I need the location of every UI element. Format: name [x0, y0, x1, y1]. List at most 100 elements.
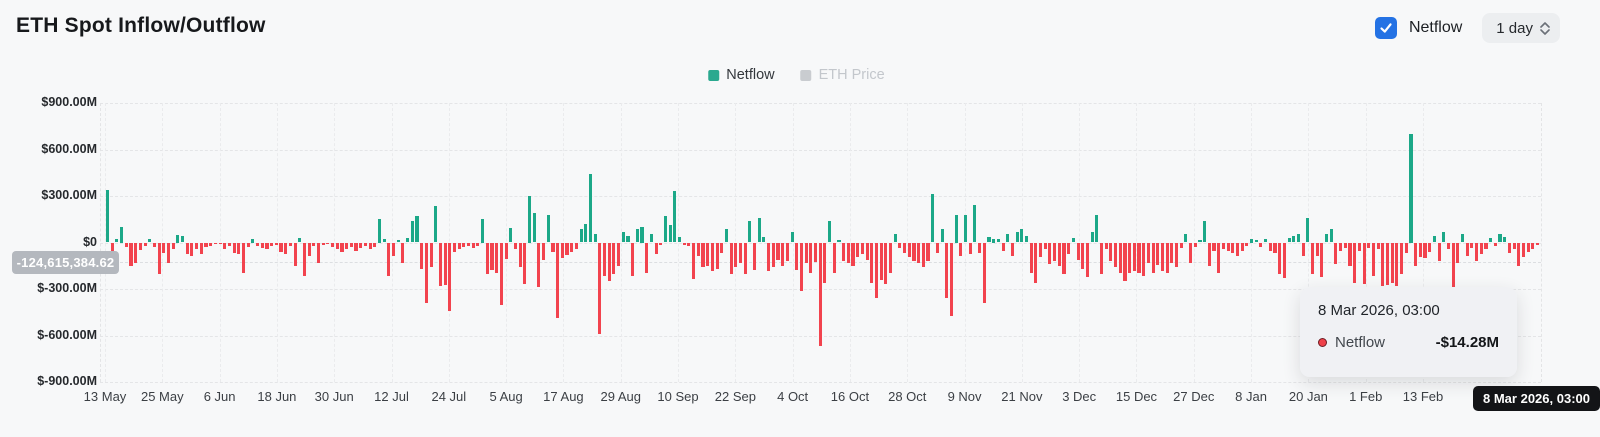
- netflow-bar[interactable]: [1207, 242, 1211, 266]
- netflow-bar[interactable]: [199, 242, 203, 255]
- netflow-bar[interactable]: [1184, 233, 1188, 243]
- netflow-bar[interactable]: [1456, 242, 1460, 263]
- netflow-bar[interactable]: [523, 242, 527, 285]
- netflow-bar[interactable]: [359, 242, 363, 248]
- netflow-bar[interactable]: [448, 242, 452, 311]
- netflow-bar[interactable]: [354, 242, 358, 252]
- netflow-bar[interactable]: [227, 242, 231, 247]
- netflow-bar[interactable]: [284, 242, 288, 255]
- netflow-bar[interactable]: [795, 242, 799, 270]
- netflow-bar[interactable]: [1090, 232, 1094, 243]
- netflow-bar[interactable]: [884, 242, 888, 285]
- netflow-bar[interactable]: [598, 242, 602, 334]
- netflow-bar[interactable]: [612, 242, 616, 275]
- netflow-bar[interactable]: [1104, 242, 1108, 250]
- netflow-bar[interactable]: [846, 242, 850, 263]
- netflow-bar[interactable]: [1442, 232, 1446, 243]
- netflow-bar[interactable]: [973, 205, 977, 243]
- netflow-bar[interactable]: [1414, 242, 1418, 266]
- netflow-checkbox[interactable]: [1374, 17, 1397, 39]
- netflow-bar[interactable]: [471, 242, 475, 248]
- netflow-bar[interactable]: [832, 242, 836, 273]
- netflow-bar[interactable]: [443, 242, 447, 286]
- netflow-bar[interactable]: [1151, 242, 1155, 273]
- netflow-bar[interactable]: [818, 242, 822, 347]
- netflow-bar[interactable]: [1418, 242, 1422, 258]
- netflow-bar[interactable]: [893, 233, 897, 243]
- netflow-bar[interactable]: [856, 242, 860, 258]
- netflow-bar[interactable]: [377, 219, 382, 243]
- netflow-bar[interactable]: [349, 242, 353, 248]
- netflow-bar[interactable]: [467, 242, 471, 246]
- netflow-bar[interactable]: [837, 240, 841, 243]
- netflow-bar[interactable]: [954, 215, 958, 243]
- netflow-bar[interactable]: [331, 242, 335, 248]
- netflow-bar[interactable]: [1536, 242, 1540, 245]
- netflow-bar[interactable]: [532, 213, 536, 243]
- netflow-bar[interactable]: [495, 242, 499, 273]
- netflow-bar[interactable]: [326, 242, 330, 245]
- netflow-bar[interactable]: [706, 242, 710, 266]
- netflow-bar[interactable]: [1465, 242, 1469, 256]
- netflow-bar[interactable]: [767, 242, 771, 272]
- netflow-bar[interactable]: [509, 227, 513, 243]
- netflow-bar[interactable]: [218, 242, 222, 245]
- netflow-bar[interactable]: [1287, 237, 1291, 243]
- netflow-bar[interactable]: [1053, 242, 1057, 262]
- netflow-bar[interactable]: [668, 225, 672, 243]
- netflow-bar[interactable]: [959, 242, 963, 256]
- netflow-bar[interactable]: [129, 242, 133, 266]
- netflow-bar[interactable]: [1390, 242, 1394, 283]
- netflow-bar[interactable]: [785, 242, 789, 262]
- netflow-bar[interactable]: [1085, 242, 1089, 278]
- netflow-bar[interactable]: [945, 242, 949, 298]
- netflow-bar[interactable]: [1503, 237, 1507, 243]
- netflow-bar[interactable]: [1254, 240, 1258, 243]
- netflow-bar[interactable]: [181, 235, 185, 243]
- netflow-bar[interactable]: [631, 242, 635, 276]
- netflow-bar[interactable]: [860, 242, 864, 255]
- netflow-bar[interactable]: [588, 173, 592, 243]
- netflow-bar[interactable]: [1235, 242, 1240, 256]
- netflow-bar[interactable]: [124, 242, 128, 248]
- netflow-bar[interactable]: [340, 242, 344, 252]
- netflow-bar[interactable]: [649, 233, 653, 243]
- netflow-bar[interactable]: [1385, 242, 1390, 286]
- netflow-bar[interactable]: [1020, 228, 1024, 243]
- netflow-bar[interactable]: [743, 242, 747, 275]
- netflow-bar[interactable]: [298, 237, 302, 243]
- netflow-bar[interactable]: [678, 237, 682, 243]
- netflow-bar[interactable]: [710, 242, 714, 272]
- netflow-bar[interactable]: [490, 242, 494, 271]
- netflow-bar[interactable]: [223, 242, 227, 249]
- legend-item-eth-price[interactable]: ETH Price: [800, 67, 885, 83]
- netflow-bar[interactable]: [1470, 242, 1474, 248]
- netflow-bar[interactable]: [748, 220, 752, 243]
- netflow-bar[interactable]: [1142, 242, 1146, 276]
- netflow-bar[interactable]: [1306, 217, 1310, 243]
- netflow-bar[interactable]: [682, 242, 686, 245]
- netflow-bar[interactable]: [1123, 242, 1127, 282]
- netflow-bar[interactable]: [757, 217, 761, 243]
- netflow-bar[interactable]: [720, 242, 724, 253]
- netflow-bar[interactable]: [1057, 242, 1061, 266]
- netflow-bar[interactable]: [870, 242, 874, 283]
- netflow-bar[interactable]: [926, 242, 930, 262]
- netflow-bar[interactable]: [1498, 233, 1502, 243]
- netflow-bar[interactable]: [729, 242, 733, 275]
- netflow-bar[interactable]: [176, 234, 180, 243]
- netflow-bar[interactable]: [335, 242, 339, 250]
- netflow-bar[interactable]: [246, 242, 250, 248]
- netflow-bar[interactable]: [251, 238, 255, 243]
- netflow-bar[interactable]: [316, 242, 321, 263]
- netflow-bar[interactable]: [241, 242, 246, 273]
- netflow-bar[interactable]: [879, 242, 883, 280]
- netflow-bar[interactable]: [1315, 242, 1319, 257]
- netflow-bar[interactable]: [1484, 242, 1488, 250]
- netflow-bar[interactable]: [753, 242, 757, 271]
- netflow-bar[interactable]: [565, 242, 569, 255]
- netflow-bar[interactable]: [1404, 242, 1408, 253]
- netflow-bar[interactable]: [157, 242, 161, 274]
- netflow-bar[interactable]: [1381, 242, 1385, 286]
- netflow-bar[interactable]: [513, 242, 517, 250]
